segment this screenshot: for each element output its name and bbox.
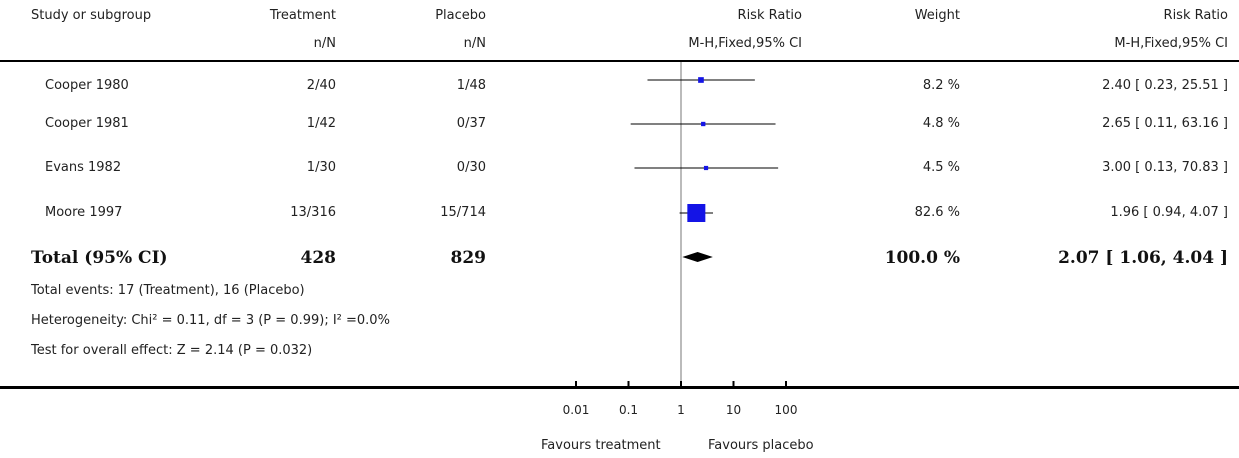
placebo-value: 1/48 — [456, 78, 486, 93]
total-label: Total (95% CI) — [31, 248, 168, 268]
study-name: Cooper 1981 — [45, 116, 129, 131]
pooled-diamond — [682, 252, 713, 262]
treatment-value: 1/30 — [306, 160, 336, 175]
total-placebo: 829 — [450, 248, 487, 268]
placebo-value: 0/30 — [456, 160, 486, 175]
study-name: Cooper 1980 — [45, 78, 129, 93]
placebo-value: 15/714 — [440, 205, 486, 220]
weight-value: 4.5 % — [922, 160, 960, 175]
axis-tick-label: 0.1 — [619, 403, 638, 417]
ci-value: 3.00 [ 0.13, 70.83 ] — [1102, 160, 1228, 175]
ci-value: 2.40 [ 0.23, 25.51 ] — [1102, 78, 1228, 93]
axis-tick-label: 0.01 — [563, 403, 590, 417]
heterogeneity-note: Heterogeneity: Chi² = 0.11, df = 3 (P = … — [31, 313, 390, 328]
axis-tick-label: 1 — [677, 403, 685, 417]
total-treatment: 428 — [300, 248, 337, 268]
col-sub-risk-ratio-ci: M-H,Fixed,95% CI — [1114, 36, 1228, 51]
study-marker — [687, 204, 706, 222]
weight-value: 8.2 % — [922, 78, 960, 93]
axis-tick-label: 100 — [775, 403, 798, 417]
favours-placebo-label: Favours placebo — [708, 438, 814, 453]
header-rule — [0, 60, 1239, 62]
col-sub-treatment: n/N — [313, 36, 336, 51]
col-sub-placebo: n/N — [463, 36, 486, 51]
weight-value: 82.6 % — [914, 205, 960, 220]
axis-tick-label: 10 — [726, 403, 741, 417]
total-weight: 100.0 % — [884, 248, 960, 268]
col-header-study: Study or subgroup — [31, 8, 152, 23]
treatment-value: 2/40 — [306, 78, 336, 93]
study-marker — [701, 121, 706, 127]
treatment-value: 13/316 — [290, 205, 336, 220]
col-sub-risk-ratio: M-H,Fixed,95% CI — [688, 36, 802, 51]
col-header-risk-ratio-ci: Risk Ratio — [1163, 8, 1228, 23]
ci-value: 2.65 [ 0.11, 63.16 ] — [1102, 116, 1228, 131]
footer-rule — [0, 386, 1239, 389]
col-header-risk-ratio: Risk Ratio — [737, 8, 802, 23]
study-marker — [703, 165, 709, 171]
total-events-note: Total events: 17 (Treatment), 16 (Placeb… — [31, 283, 305, 298]
col-header-weight: Weight — [914, 8, 960, 23]
study-name: Evans 1982 — [45, 160, 122, 175]
study-name: Moore 1997 — [45, 205, 123, 220]
treatment-value: 1/42 — [306, 116, 336, 131]
placebo-value: 0/37 — [456, 116, 486, 131]
weight-value: 4.8 % — [922, 116, 960, 131]
study-marker — [698, 77, 704, 83]
col-header-treatment: Treatment — [269, 8, 336, 23]
overall-effect-note: Test for overall effect: Z = 2.14 (P = 0… — [31, 343, 313, 358]
col-header-placebo: Placebo — [435, 8, 486, 23]
ci-value: 1.96 [ 0.94, 4.07 ] — [1110, 205, 1228, 220]
favours-treatment-label: Favours treatment — [541, 438, 661, 453]
total-ci: 2.07 [ 1.06, 4.04 ] — [1058, 248, 1228, 268]
